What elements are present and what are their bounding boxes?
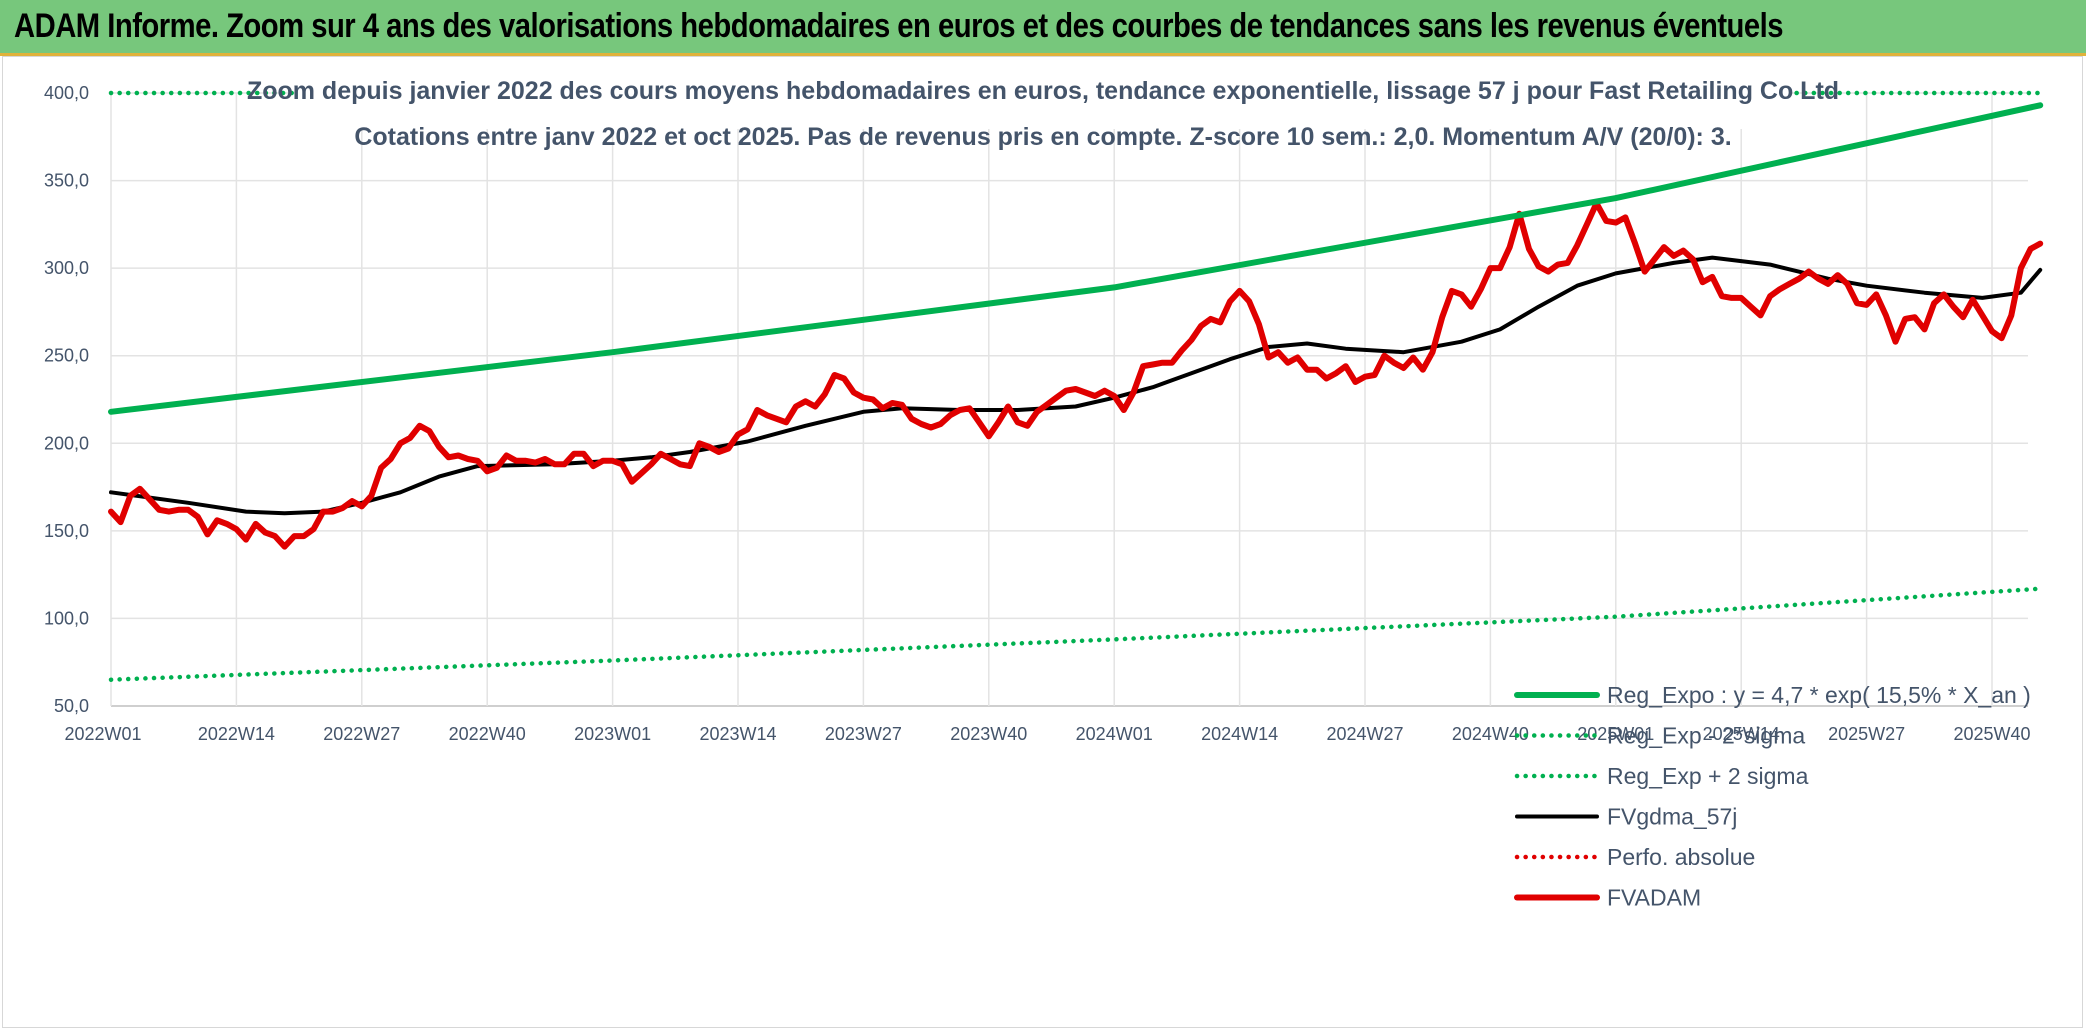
legend: Reg_Expo : y = 4,7 * exp( 15,5% * X_an )…	[1514, 682, 2031, 911]
chart-subtitle: Cotations entre janv 2022 et oct 2025. P…	[354, 123, 1731, 151]
x-tick-label: 2023W27	[825, 724, 902, 744]
legend-label: FVgdma_57j	[1607, 804, 1737, 830]
header-bar: ADAM Informe. Zoom sur 4 ans des valoris…	[0, 0, 2086, 56]
legend-label: Reg_Exp + 2 sigma	[1607, 763, 1809, 789]
x-tick-label: 2023W40	[950, 724, 1027, 744]
title-backdrop	[295, 61, 1791, 129]
series-line-0	[108, 102, 2044, 415]
x-tick-label: 2024W01	[1076, 724, 1153, 744]
trend-chart: Zoom depuis janvier 2022 des cours moyen…	[44, 61, 2044, 911]
x-tick-label: 2023W01	[574, 724, 651, 744]
chart-frame: Zoom depuis janvier 2022 des cours moyen…	[2, 56, 2083, 1028]
x-tick-label: 2023W14	[699, 724, 776, 744]
x-tick-label: 2025W40	[1953, 724, 2030, 744]
x-tick-label: 2022W14	[198, 724, 275, 744]
legend-label: Reg_Expo : y = 4,7 * exp( 15,5% * X_an )	[1607, 682, 2031, 708]
x-tick-label: 2024W14	[1201, 724, 1278, 744]
x-tick-label: 2025W14	[1703, 724, 1780, 744]
y-tick-label: 250,0	[44, 346, 89, 366]
legend-label: Perfo. absolue	[1607, 844, 1755, 870]
chart-title: Zoom depuis janvier 2022 des cours moyen…	[247, 77, 1839, 105]
x-tick-label: 2025W27	[1828, 724, 1905, 744]
series-line-5	[108, 200, 2044, 550]
page-title: ADAM Informe. Zoom sur 4 ans des valoris…	[14, 7, 1784, 45]
grid-layer	[110, 92, 2028, 707]
y-tick-label: 150,0	[44, 521, 89, 541]
y-tick-label: 350,0	[44, 171, 89, 191]
y-tick-label: 200,0	[44, 433, 89, 453]
x-tick-label: 2022W40	[449, 724, 526, 744]
x-tick-label: 2025W01	[1577, 724, 1654, 744]
x-tick-label: 2024W40	[1452, 724, 1529, 744]
axis-layer: 50,0 100,0 150,0 200,0 250,0 300,0 350,0 400,0 2…	[44, 83, 2031, 744]
series-line-1	[108, 586, 2043, 682]
y-tick-label: 400,0	[44, 83, 89, 103]
legend-label: FVADAM	[1607, 885, 1701, 911]
y-tick-label: 100,0	[44, 608, 89, 628]
y-tick-label: 50,0	[54, 696, 89, 716]
title-layer: Zoom depuis janvier 2022 des cours moyen…	[247, 61, 1839, 151]
x-tick-label: 2022W01	[64, 724, 141, 744]
x-tick-label: 2022W27	[323, 724, 400, 744]
legend-label: Reg_Exp - 2*sigma	[1607, 723, 1805, 749]
y-tick-label: 300,0	[44, 258, 89, 278]
x-tick-label: 2024W27	[1326, 724, 1403, 744]
series-line-3	[109, 255, 2043, 516]
